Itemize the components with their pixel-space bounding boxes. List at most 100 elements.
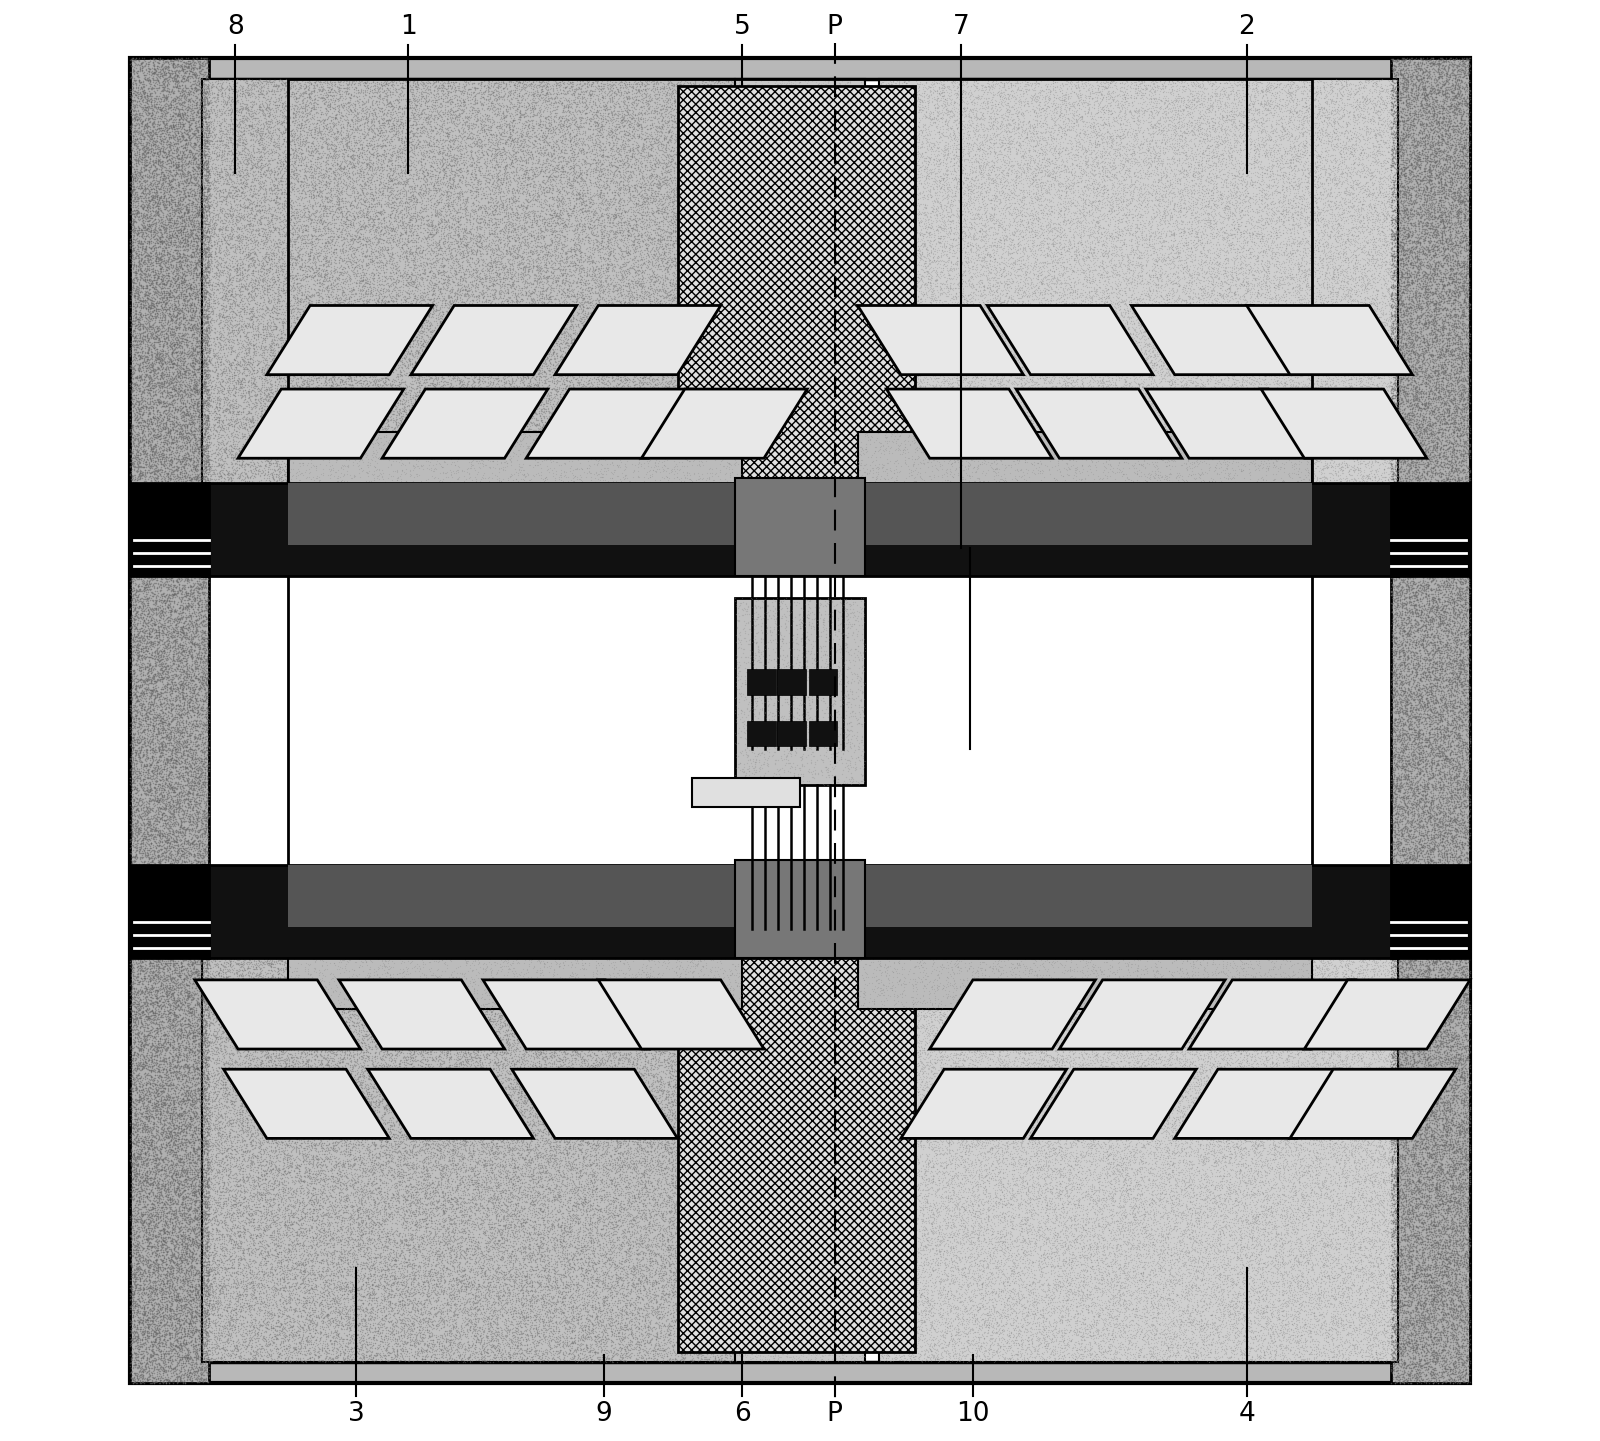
Point	[939, 372, 965, 395]
Point	[816, 986, 842, 1009]
Point	[373, 1304, 398, 1327]
Point	[536, 212, 562, 235]
Point	[786, 1117, 811, 1140]
Point	[301, 1150, 326, 1173]
Point	[1410, 1183, 1435, 1206]
Point	[928, 1014, 954, 1038]
Point	[1006, 951, 1032, 974]
Point	[174, 735, 200, 758]
Point	[704, 1089, 730, 1112]
Point	[138, 834, 163, 857]
Point	[290, 182, 315, 205]
Point	[726, 225, 752, 248]
Point	[667, 1138, 693, 1161]
Point	[1075, 1246, 1101, 1270]
Point	[632, 1242, 658, 1265]
Point	[494, 268, 520, 291]
Point	[1165, 170, 1190, 193]
Point	[662, 339, 688, 362]
Point	[498, 1212, 523, 1235]
Point	[574, 186, 600, 209]
Point	[1254, 219, 1280, 242]
Point	[160, 543, 186, 566]
Point	[517, 1233, 542, 1257]
Point	[160, 722, 186, 745]
Point	[264, 1311, 290, 1334]
Point	[1451, 569, 1477, 592]
Point	[1421, 689, 1446, 712]
Point	[302, 919, 328, 942]
Point	[1194, 1203, 1219, 1226]
Point	[454, 1075, 480, 1098]
Point	[187, 186, 213, 209]
Point	[832, 86, 858, 110]
Point	[173, 1081, 198, 1104]
Point	[547, 1267, 573, 1290]
Point	[422, 1179, 448, 1202]
Point	[202, 229, 227, 252]
Point	[1171, 159, 1197, 182]
Point	[707, 441, 733, 464]
Point	[1048, 1053, 1074, 1076]
Point	[1450, 82, 1475, 105]
Point	[1448, 1046, 1474, 1069]
Point	[1210, 484, 1235, 507]
Point	[1272, 385, 1298, 408]
Point	[176, 575, 202, 598]
Point	[464, 365, 490, 388]
Point	[301, 380, 326, 403]
Point	[872, 320, 898, 343]
Point	[1102, 1033, 1128, 1056]
Point	[1315, 1174, 1341, 1197]
Point	[1253, 254, 1278, 277]
Point	[150, 167, 176, 190]
Point	[1421, 1287, 1446, 1310]
Point	[126, 1098, 152, 1121]
Point	[347, 1131, 373, 1154]
Point	[134, 268, 160, 291]
Point	[1128, 1042, 1154, 1065]
Point	[1413, 607, 1438, 630]
Point	[605, 203, 630, 226]
Point	[714, 1120, 739, 1143]
Point	[1150, 971, 1176, 994]
Point	[1301, 1050, 1326, 1074]
Point	[541, 1285, 566, 1308]
Point	[554, 457, 579, 480]
Point	[338, 213, 363, 236]
Point	[395, 1297, 421, 1320]
Point	[354, 1215, 379, 1238]
Point	[443, 1327, 469, 1350]
Point	[435, 483, 461, 506]
Point	[304, 1206, 330, 1229]
Point	[414, 457, 440, 480]
Point	[690, 1183, 715, 1206]
Point	[1350, 1065, 1376, 1088]
Point	[885, 169, 910, 192]
Point	[478, 1200, 504, 1223]
Point	[966, 258, 992, 281]
Point	[666, 1311, 691, 1334]
Point	[424, 141, 450, 164]
Point	[342, 1170, 368, 1193]
Point	[1288, 1291, 1314, 1314]
Point	[739, 1134, 765, 1157]
Point	[1445, 277, 1470, 300]
Point	[909, 246, 934, 269]
Point	[782, 628, 808, 651]
Point	[1429, 379, 1454, 402]
Point	[994, 294, 1019, 317]
Point	[147, 218, 173, 241]
Point	[810, 1244, 835, 1267]
Point	[1317, 268, 1342, 291]
Point	[1086, 432, 1112, 455]
Point	[293, 393, 318, 416]
Point	[962, 210, 987, 233]
Point	[346, 1069, 371, 1092]
Point	[853, 432, 878, 455]
Point	[810, 1249, 835, 1272]
Point	[805, 1275, 830, 1298]
Point	[579, 1333, 605, 1356]
Point	[1397, 718, 1422, 741]
Point	[194, 333, 219, 356]
